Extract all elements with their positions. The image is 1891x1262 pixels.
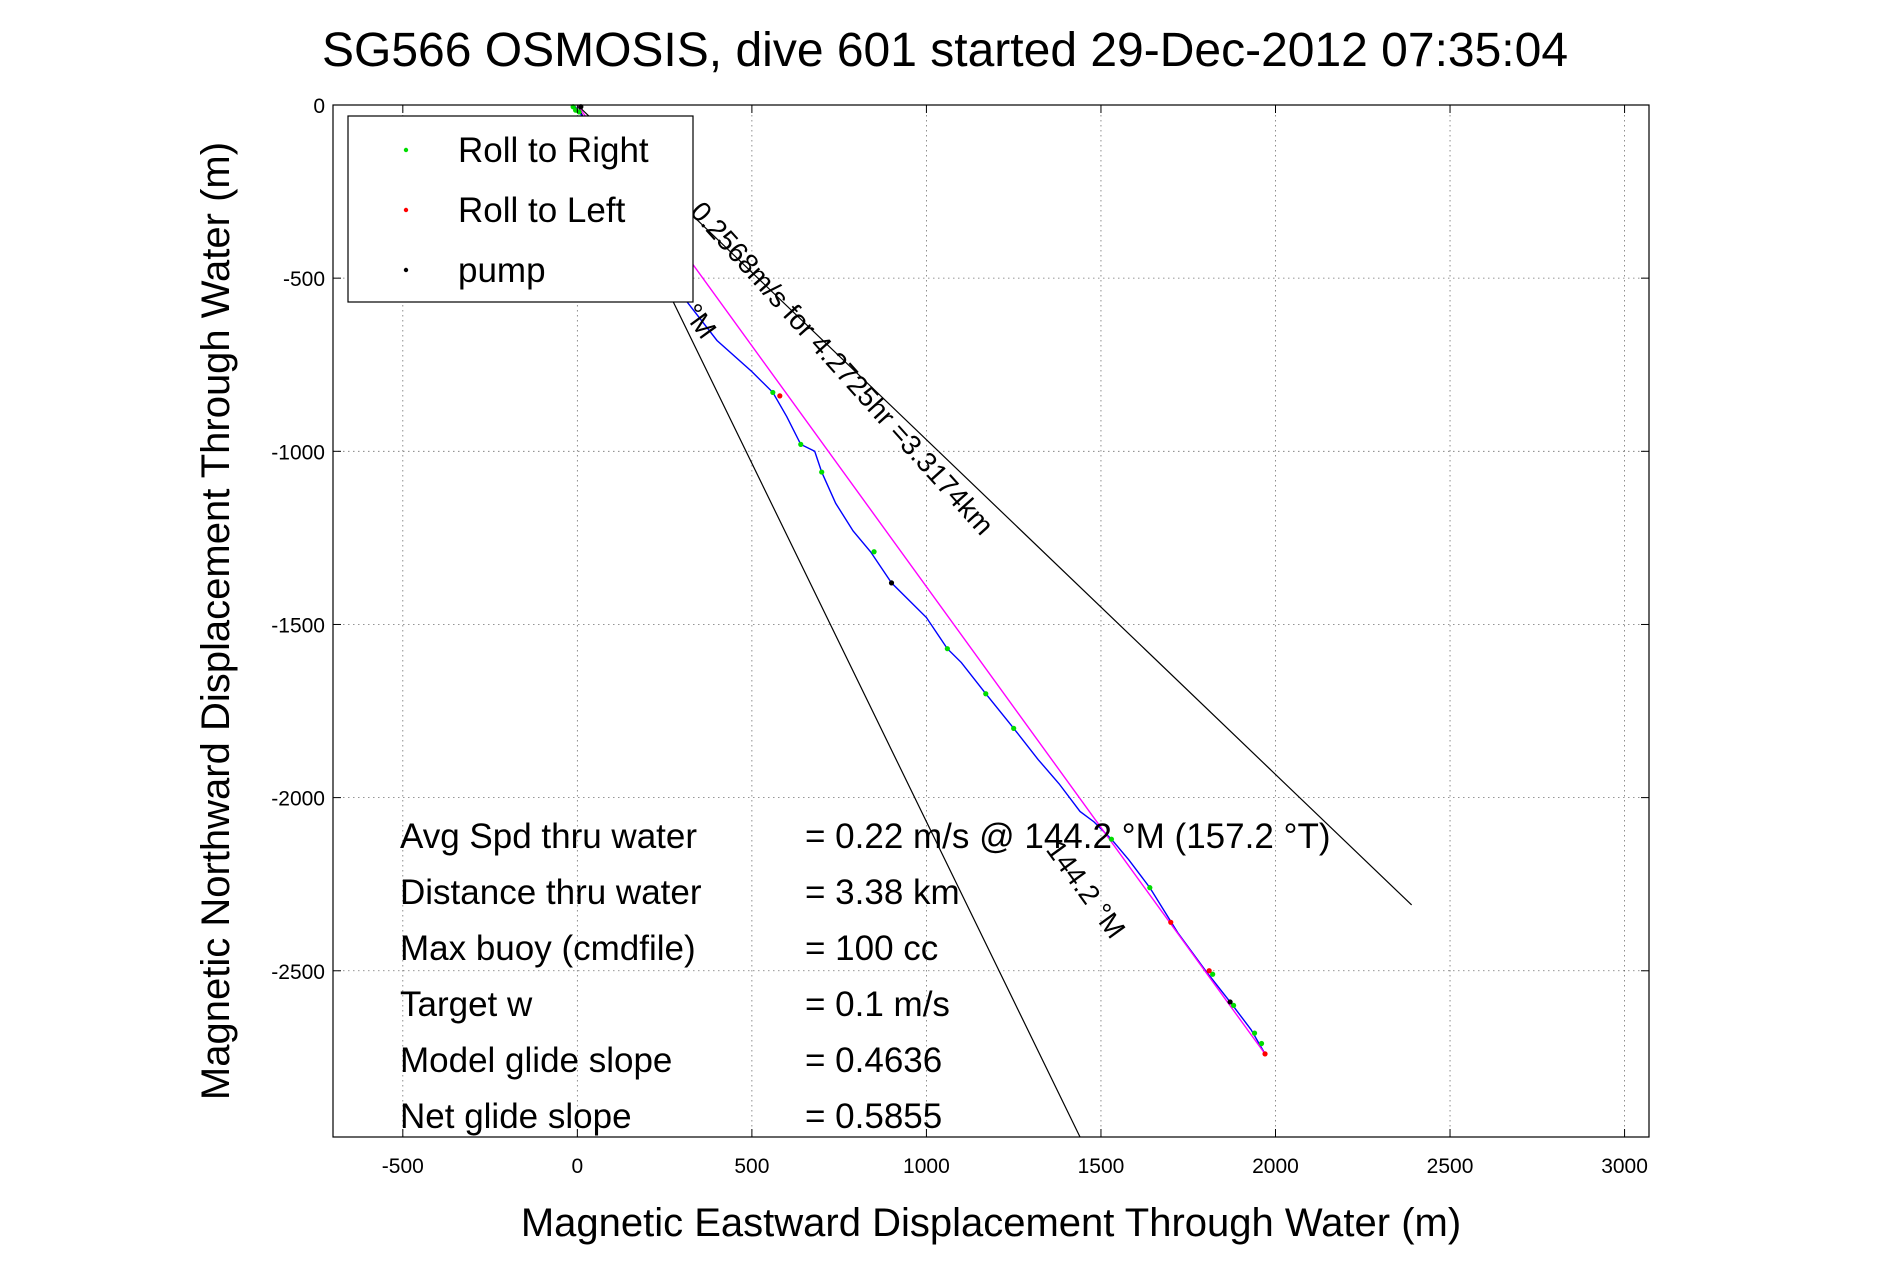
series-roll-to-right-point-15 xyxy=(1251,1030,1258,1036)
axis-ticks: -500 0 500 1000 1500 2000 2500 3000 0 -500 -1000 -1… xyxy=(271,95,1649,1178)
series-roll-to-right-point-11 xyxy=(1108,836,1115,842)
annotation-label-4: Model glide slope xyxy=(400,1041,672,1080)
annotation-value-0: = 0.22 m/s @ 144.2 °M (157.2 °T) xyxy=(805,817,1331,856)
series-roll-to-left-point-0 xyxy=(777,393,783,399)
annotation-label-5: Net glide slope xyxy=(400,1097,632,1136)
grid-lines xyxy=(333,104,1649,1137)
plot-area-frame xyxy=(332,104,1650,1138)
annotation-value-2: = 100 cc xyxy=(805,929,938,968)
x-tick-label-0: -500 xyxy=(382,1155,424,1178)
annotation-label-0: Avg Spd thru water xyxy=(400,817,697,856)
annotations: Avg Spd thru water = 0.22 m/s @ 144.2 °M … xyxy=(400,817,1331,1136)
annotation-value-5: = 0.5855 xyxy=(805,1097,942,1136)
chart-title: SG566 OSMOSIS, dive 601 started 29-Dec-2… xyxy=(322,24,1568,77)
annotation-label-1: Distance thru water xyxy=(400,873,702,912)
x-tick-label-6: 2500 xyxy=(1427,1155,1474,1178)
series-roll-to-right-point-8 xyxy=(944,646,950,652)
series-roll-to-right-point-7 xyxy=(871,549,877,555)
legend: Roll to Right Roll to Left pump xyxy=(347,115,694,303)
annotation-value-4: = 0.4636 xyxy=(805,1041,942,1080)
annotation-value-3: = 0.1 m/s xyxy=(805,985,950,1024)
y-tick-label-0: 0 xyxy=(313,95,325,118)
series-roll-to-right-point-4 xyxy=(770,389,776,396)
x-axis-label: Magnetic Eastward Displacement Through W… xyxy=(521,1201,1461,1245)
legend-label-2: pump xyxy=(458,251,546,290)
legend-label-1: Roll to Left xyxy=(458,191,626,230)
series-roll-to-right-point-12 xyxy=(1147,885,1153,891)
annotation-label-3: Target w xyxy=(400,985,533,1024)
y-tick-label-2: -1000 xyxy=(271,441,325,464)
series-roll-to-right-point-13 xyxy=(1210,971,1216,977)
series-roll-to-right-point-9 xyxy=(983,691,989,697)
x-tick-label-4: 1500 xyxy=(1078,1155,1125,1178)
series-roll-to-left-point-3 xyxy=(1262,1051,1268,1057)
annotation-value-1: = 3.38 km xyxy=(805,873,960,912)
series-roll-to-right-point-5 xyxy=(798,441,804,447)
series-roll-to-left-point-1 xyxy=(1168,919,1174,925)
y-tick-label-1: -500 xyxy=(283,268,325,291)
series-roll-to-left-point-2 xyxy=(1206,968,1212,974)
annotation-label-2: Max buoy (cmdfile) xyxy=(400,929,696,968)
x-tick-label-2: 500 xyxy=(734,1155,769,1178)
y-tick-label-3: -1500 xyxy=(271,614,325,637)
legend-marker-1 xyxy=(403,207,409,213)
x-tick-label-3: 1000 xyxy=(903,1155,950,1178)
legend-label-0: Roll to Right xyxy=(458,131,649,170)
y-axis-label: Magnetic Northward Displacement Through … xyxy=(194,142,238,1100)
series-pump-point-2 xyxy=(1227,999,1233,1005)
series-roll-to-right-point-14 xyxy=(1231,1002,1237,1009)
reference-line-1 xyxy=(576,104,1413,906)
y-tick-label-4: -2000 xyxy=(271,788,325,811)
x-tick-label-1: 0 xyxy=(572,1155,584,1178)
series-roll-to-right-point-16 xyxy=(1258,1040,1265,1047)
x-tick-label-7: 3000 xyxy=(1601,1155,1648,1178)
series-roll-to-right-point-10 xyxy=(1011,725,1017,731)
legend-marker-0 xyxy=(403,147,409,153)
y-tick-label-5: -2500 xyxy=(271,961,325,984)
series-roll-to-right-point-6 xyxy=(819,469,825,475)
legend-marker-2 xyxy=(403,267,409,273)
series-track-line xyxy=(573,104,1266,1055)
series-pump-point-1 xyxy=(888,580,895,586)
x-tick-label-5: 2000 xyxy=(1252,1155,1299,1178)
